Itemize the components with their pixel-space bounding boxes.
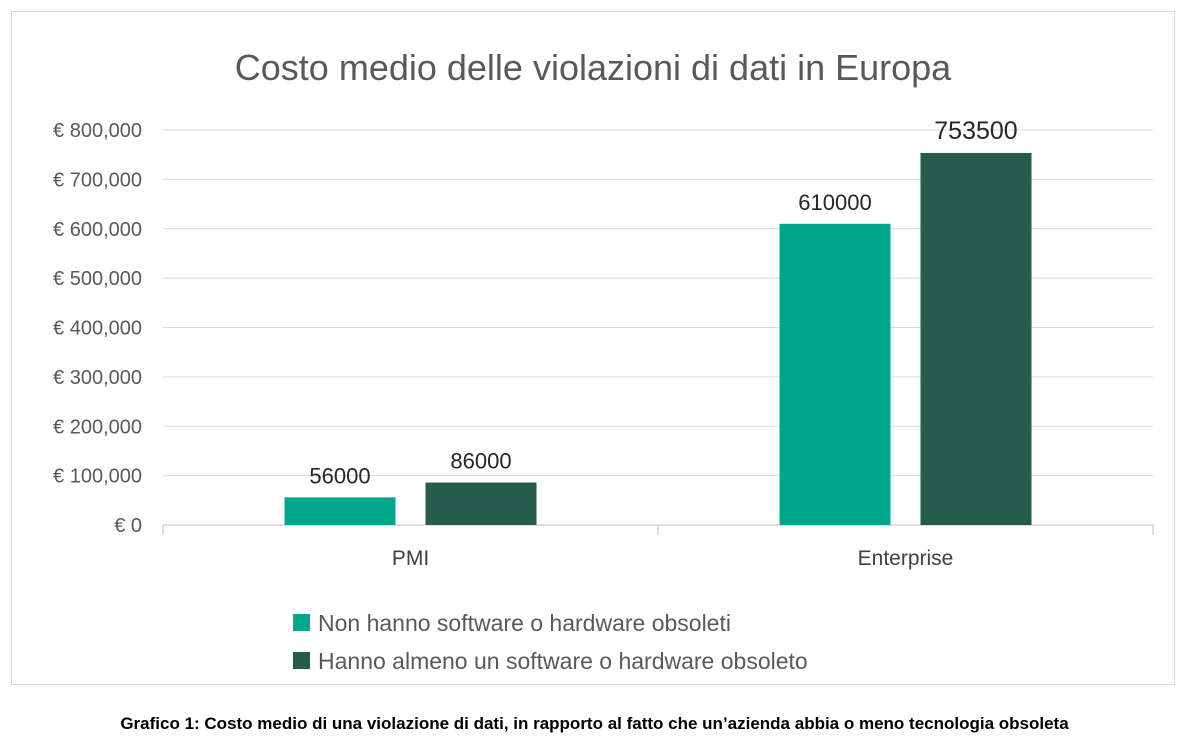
- bar: [284, 497, 396, 525]
- x-tick-label: Enterprise: [858, 547, 954, 570]
- y-tick-label: € 300,000: [53, 367, 142, 389]
- legend-swatch: [293, 614, 310, 631]
- bar: [425, 482, 537, 525]
- y-tick-label: € 200,000: [53, 416, 142, 438]
- legend-label: Hanno almeno un software o hardware obso…: [318, 648, 808, 674]
- y-tick-label: € 500,000: [53, 268, 142, 290]
- bar: [920, 152, 1032, 525]
- chart-title: Costo medio delle violazioni di dati in …: [235, 47, 952, 88]
- y-tick-label: € 100,000: [53, 466, 142, 488]
- legend-label: Non hanno software o hardware obsoleti: [318, 610, 731, 636]
- y-tick-label: € 700,000: [53, 169, 142, 191]
- data-label: 86000: [450, 449, 511, 474]
- data-labels: 56000 610000 86000 753500: [309, 117, 1017, 488]
- bar: [779, 223, 891, 525]
- legend: Non hanno software o hardware obsoleti Ha…: [293, 610, 808, 674]
- bars: [284, 152, 1032, 525]
- y-tick-label: € 400,000: [53, 318, 142, 340]
- x-tick-label: PMI: [392, 547, 429, 570]
- y-tick-label: € 800,000: [53, 120, 142, 142]
- y-tick-label: € 600,000: [53, 219, 142, 241]
- figure-caption: Grafico 1: Costo medio di una violazione…: [120, 714, 1069, 733]
- bar-chart: Costo medio delle violazioni di dati in …: [53, 47, 1154, 674]
- axes: € 0 € 100,000 € 200,000 € 300,000 € 400,000 €…: [53, 120, 1154, 570]
- data-label: 610000: [798, 190, 871, 215]
- data-label: 753500: [934, 117, 1017, 145]
- data-label: 56000: [309, 463, 370, 488]
- legend-swatch: [293, 652, 310, 669]
- y-tick-label: € 0: [114, 515, 142, 537]
